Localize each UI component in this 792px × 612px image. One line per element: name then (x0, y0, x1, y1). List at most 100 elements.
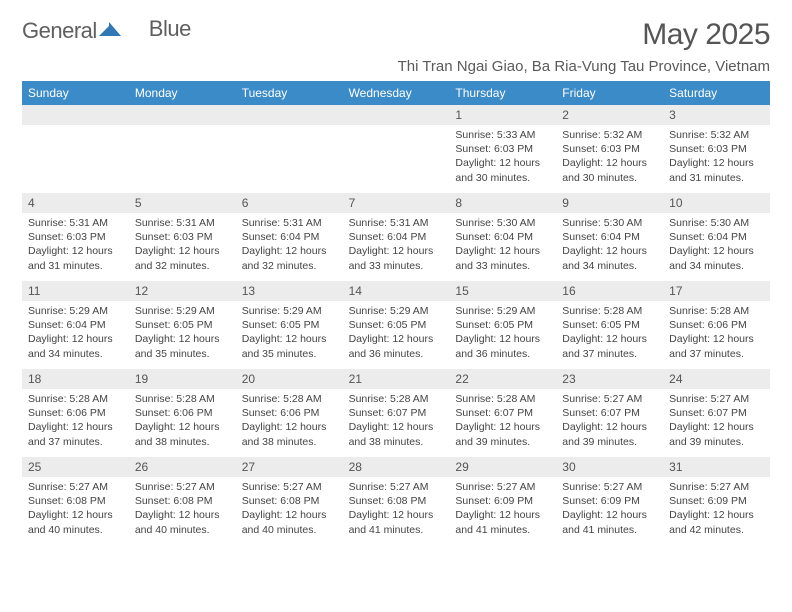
day-content: Sunrise: 5:29 AMSunset: 6:05 PMDaylight:… (343, 301, 450, 361)
sunset-text: Sunset: 6:03 PM (669, 142, 764, 156)
day-cell: 20Sunrise: 5:28 AMSunset: 6:06 PMDayligh… (236, 369, 343, 457)
sunset-text: Sunset: 6:04 PM (562, 230, 657, 244)
sunset-text: Sunset: 6:06 PM (28, 406, 123, 420)
day-content: Sunrise: 5:32 AMSunset: 6:03 PMDaylight:… (556, 125, 663, 185)
sunrise-text: Sunrise: 5:27 AM (349, 480, 444, 494)
day-cell: 4Sunrise: 5:31 AMSunset: 6:03 PMDaylight… (22, 193, 129, 281)
day-content: Sunrise: 5:27 AMSunset: 6:09 PMDaylight:… (449, 477, 556, 537)
sunrise-text: Sunrise: 5:31 AM (349, 216, 444, 230)
day-content: Sunrise: 5:29 AMSunset: 6:05 PMDaylight:… (129, 301, 236, 361)
sunrise-text: Sunrise: 5:32 AM (562, 128, 657, 142)
sunrise-text: Sunrise: 5:28 AM (455, 392, 550, 406)
day-cell: 6Sunrise: 5:31 AMSunset: 6:04 PMDaylight… (236, 193, 343, 281)
day-number: 4 (22, 193, 129, 213)
day-content: Sunrise: 5:27 AMSunset: 6:07 PMDaylight:… (663, 389, 770, 449)
day-number: 12 (129, 281, 236, 301)
day-cell (129, 105, 236, 193)
day-cell: 24Sunrise: 5:27 AMSunset: 6:07 PMDayligh… (663, 369, 770, 457)
day-content: Sunrise: 5:31 AMSunset: 6:03 PMDaylight:… (129, 213, 236, 273)
sunset-text: Sunset: 6:07 PM (455, 406, 550, 420)
day-content: Sunrise: 5:28 AMSunset: 6:06 PMDaylight:… (236, 389, 343, 449)
day-content: Sunrise: 5:30 AMSunset: 6:04 PMDaylight:… (663, 213, 770, 273)
weekday-thursday: Thursday (449, 81, 556, 105)
week-row: 25Sunrise: 5:27 AMSunset: 6:08 PMDayligh… (22, 457, 770, 545)
day-content: Sunrise: 5:27 AMSunset: 6:07 PMDaylight:… (556, 389, 663, 449)
daylight-text: Daylight: 12 hours and 36 minutes. (455, 332, 550, 360)
daylight-text: Daylight: 12 hours and 31 minutes. (669, 156, 764, 184)
daylight-text: Daylight: 12 hours and 39 minutes. (669, 420, 764, 448)
sunset-text: Sunset: 6:06 PM (669, 318, 764, 332)
day-content: Sunrise: 5:28 AMSunset: 6:07 PMDaylight:… (449, 389, 556, 449)
daylight-text: Daylight: 12 hours and 38 minutes. (349, 420, 444, 448)
day-content: Sunrise: 5:29 AMSunset: 6:04 PMDaylight:… (22, 301, 129, 361)
weekday-saturday: Saturday (663, 81, 770, 105)
sunset-text: Sunset: 6:03 PM (135, 230, 230, 244)
day-cell: 7Sunrise: 5:31 AMSunset: 6:04 PMDaylight… (343, 193, 450, 281)
sunset-text: Sunset: 6:04 PM (669, 230, 764, 244)
daylight-text: Daylight: 12 hours and 41 minutes. (455, 508, 550, 536)
day-content: Sunrise: 5:29 AMSunset: 6:05 PMDaylight:… (449, 301, 556, 361)
sunset-text: Sunset: 6:05 PM (455, 318, 550, 332)
day-cell: 13Sunrise: 5:29 AMSunset: 6:05 PMDayligh… (236, 281, 343, 369)
daylight-text: Daylight: 12 hours and 39 minutes. (455, 420, 550, 448)
sunset-text: Sunset: 6:08 PM (242, 494, 337, 508)
weekday-friday: Friday (556, 81, 663, 105)
day-number: 3 (663, 105, 770, 125)
week-row: 18Sunrise: 5:28 AMSunset: 6:06 PMDayligh… (22, 369, 770, 457)
sunrise-text: Sunrise: 5:27 AM (455, 480, 550, 494)
sunrise-text: Sunrise: 5:31 AM (242, 216, 337, 230)
sunset-text: Sunset: 6:04 PM (28, 318, 123, 332)
day-number: 27 (236, 457, 343, 477)
day-cell: 22Sunrise: 5:28 AMSunset: 6:07 PMDayligh… (449, 369, 556, 457)
sunrise-text: Sunrise: 5:28 AM (562, 304, 657, 318)
day-cell: 26Sunrise: 5:27 AMSunset: 6:08 PMDayligh… (129, 457, 236, 545)
day-number: 14 (343, 281, 450, 301)
day-content: Sunrise: 5:28 AMSunset: 6:06 PMDaylight:… (663, 301, 770, 361)
sunrise-text: Sunrise: 5:30 AM (669, 216, 764, 230)
sunset-text: Sunset: 6:03 PM (562, 142, 657, 156)
daylight-text: Daylight: 12 hours and 38 minutes. (242, 420, 337, 448)
day-content: Sunrise: 5:27 AMSunset: 6:09 PMDaylight:… (663, 477, 770, 537)
day-number (236, 105, 343, 125)
day-cell (22, 105, 129, 193)
sunset-text: Sunset: 6:06 PM (242, 406, 337, 420)
day-content: Sunrise: 5:30 AMSunset: 6:04 PMDaylight:… (556, 213, 663, 273)
sunset-text: Sunset: 6:07 PM (562, 406, 657, 420)
day-content: Sunrise: 5:29 AMSunset: 6:05 PMDaylight:… (236, 301, 343, 361)
day-cell: 18Sunrise: 5:28 AMSunset: 6:06 PMDayligh… (22, 369, 129, 457)
calendar: Sunday Monday Tuesday Wednesday Thursday… (22, 81, 770, 545)
day-number: 24 (663, 369, 770, 389)
day-cell: 25Sunrise: 5:27 AMSunset: 6:08 PMDayligh… (22, 457, 129, 545)
daylight-text: Daylight: 12 hours and 34 minutes. (562, 244, 657, 272)
weekday-sunday: Sunday (22, 81, 129, 105)
sunrise-text: Sunrise: 5:28 AM (135, 392, 230, 406)
weekday-tuesday: Tuesday (236, 81, 343, 105)
day-cell: 27Sunrise: 5:27 AMSunset: 6:08 PMDayligh… (236, 457, 343, 545)
daylight-text: Daylight: 12 hours and 33 minutes. (349, 244, 444, 272)
day-content: Sunrise: 5:27 AMSunset: 6:08 PMDaylight:… (343, 477, 450, 537)
week-row: 4Sunrise: 5:31 AMSunset: 6:03 PMDaylight… (22, 193, 770, 281)
weeks-container: 1Sunrise: 5:33 AMSunset: 6:03 PMDaylight… (22, 105, 770, 545)
day-content: Sunrise: 5:30 AMSunset: 6:04 PMDaylight:… (449, 213, 556, 273)
sunset-text: Sunset: 6:09 PM (562, 494, 657, 508)
sunset-text: Sunset: 6:04 PM (242, 230, 337, 244)
sunrise-text: Sunrise: 5:31 AM (28, 216, 123, 230)
daylight-text: Daylight: 12 hours and 41 minutes. (562, 508, 657, 536)
daylight-text: Daylight: 12 hours and 40 minutes. (242, 508, 337, 536)
sunrise-text: Sunrise: 5:32 AM (669, 128, 764, 142)
sunrise-text: Sunrise: 5:30 AM (562, 216, 657, 230)
day-number (22, 105, 129, 125)
daylight-text: Daylight: 12 hours and 35 minutes. (135, 332, 230, 360)
day-cell: 2Sunrise: 5:32 AMSunset: 6:03 PMDaylight… (556, 105, 663, 193)
sunset-text: Sunset: 6:06 PM (135, 406, 230, 420)
sunset-text: Sunset: 6:07 PM (349, 406, 444, 420)
daylight-text: Daylight: 12 hours and 40 minutes. (28, 508, 123, 536)
sunrise-text: Sunrise: 5:28 AM (242, 392, 337, 406)
sunrise-text: Sunrise: 5:29 AM (135, 304, 230, 318)
sunset-text: Sunset: 6:05 PM (349, 318, 444, 332)
day-number: 5 (129, 193, 236, 213)
day-cell (236, 105, 343, 193)
sunset-text: Sunset: 6:05 PM (562, 318, 657, 332)
sunrise-text: Sunrise: 5:29 AM (28, 304, 123, 318)
sunset-text: Sunset: 6:09 PM (669, 494, 764, 508)
